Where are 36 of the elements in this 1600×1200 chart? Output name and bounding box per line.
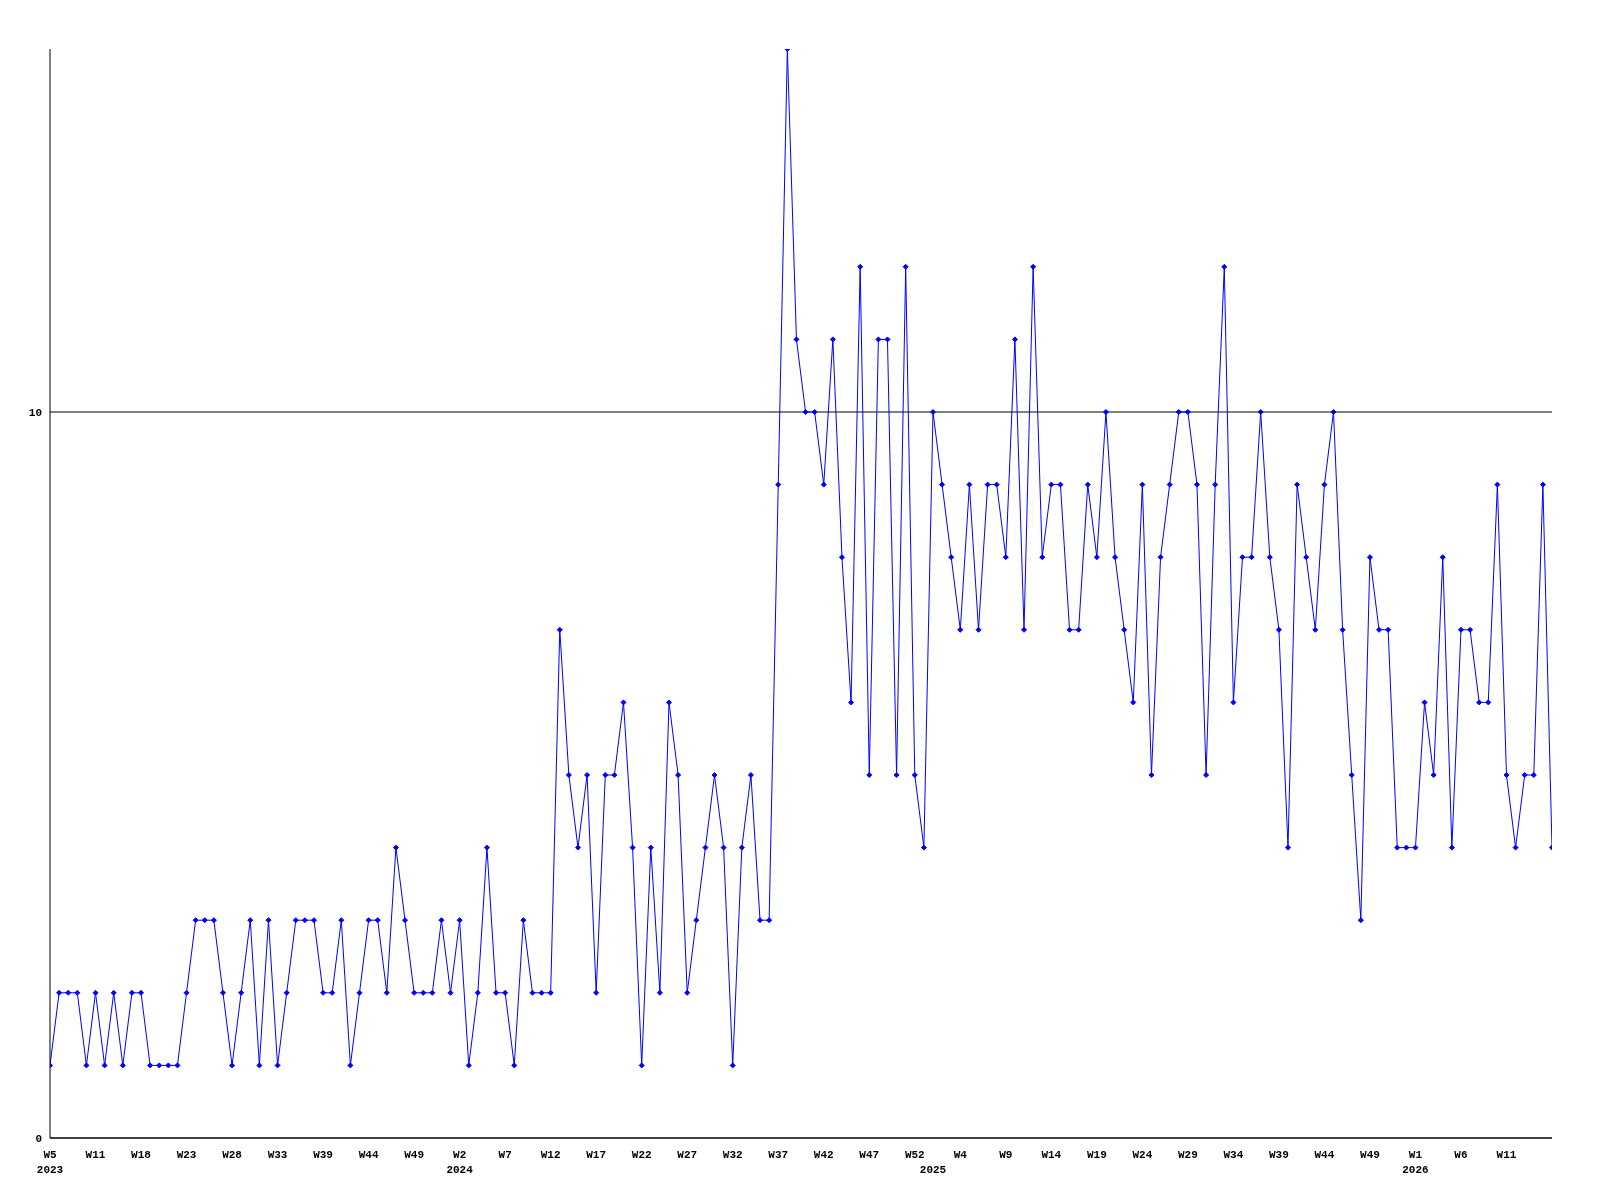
x-tick-label: W33 (267, 1149, 288, 1161)
x-tick-label: W42 (813, 1149, 834, 1161)
y-tick-label: 10 (28, 406, 42, 419)
x-tick-label: W14 (1041, 1149, 1062, 1161)
x-tick-label: W24 (1132, 1149, 1153, 1161)
x-tick-label: W7 (498, 1149, 512, 1161)
x-tick-label: W1 2026 (1402, 1149, 1429, 1176)
x-tick-label: W9 (999, 1149, 1013, 1161)
x-tick-label: W6 (1454, 1149, 1468, 1161)
x-tick-label: W44 (358, 1149, 379, 1161)
x-tick-label: W18 (131, 1149, 152, 1161)
x-tick-label: W2 2024 (446, 1149, 474, 1176)
x-tick-label: W29 (1177, 1149, 1198, 1161)
x-tick-label: W17 (586, 1149, 607, 1161)
x-tick-label: W49 (1360, 1149, 1380, 1161)
x-tick-label: W23 (176, 1149, 197, 1161)
x-tick-label: W4 (953, 1149, 968, 1161)
x-tick-label: W39 (1269, 1149, 1289, 1161)
x-tick-label: W39 (313, 1149, 333, 1161)
x-tick-label: W44 (1314, 1149, 1335, 1161)
x-tick-label: W52 (904, 1149, 925, 1161)
x-tick-label: W28 (222, 1149, 243, 1161)
x-tick-label: W11 (85, 1149, 106, 1161)
x-tick-label: W22 (631, 1149, 652, 1161)
x-tick-label: W49 (404, 1149, 425, 1161)
x-tick-label: W32 (722, 1149, 743, 1161)
x-tick-label: W47 (859, 1149, 880, 1161)
x-tick-label: 2025 (919, 1164, 947, 1176)
x-tick-label: W11 (1496, 1149, 1517, 1161)
x-tick-label: W19 (1086, 1149, 1107, 1161)
x-tick-label: W37 (768, 1149, 789, 1161)
x-tick-label: W27 (677, 1149, 698, 1161)
x-tick-label: W34 (1223, 1149, 1244, 1161)
x-tick-label: W12 (540, 1149, 561, 1161)
x-tick-label: W5 2023 (36, 1149, 64, 1176)
y-tick-label: 0 (35, 1132, 42, 1145)
